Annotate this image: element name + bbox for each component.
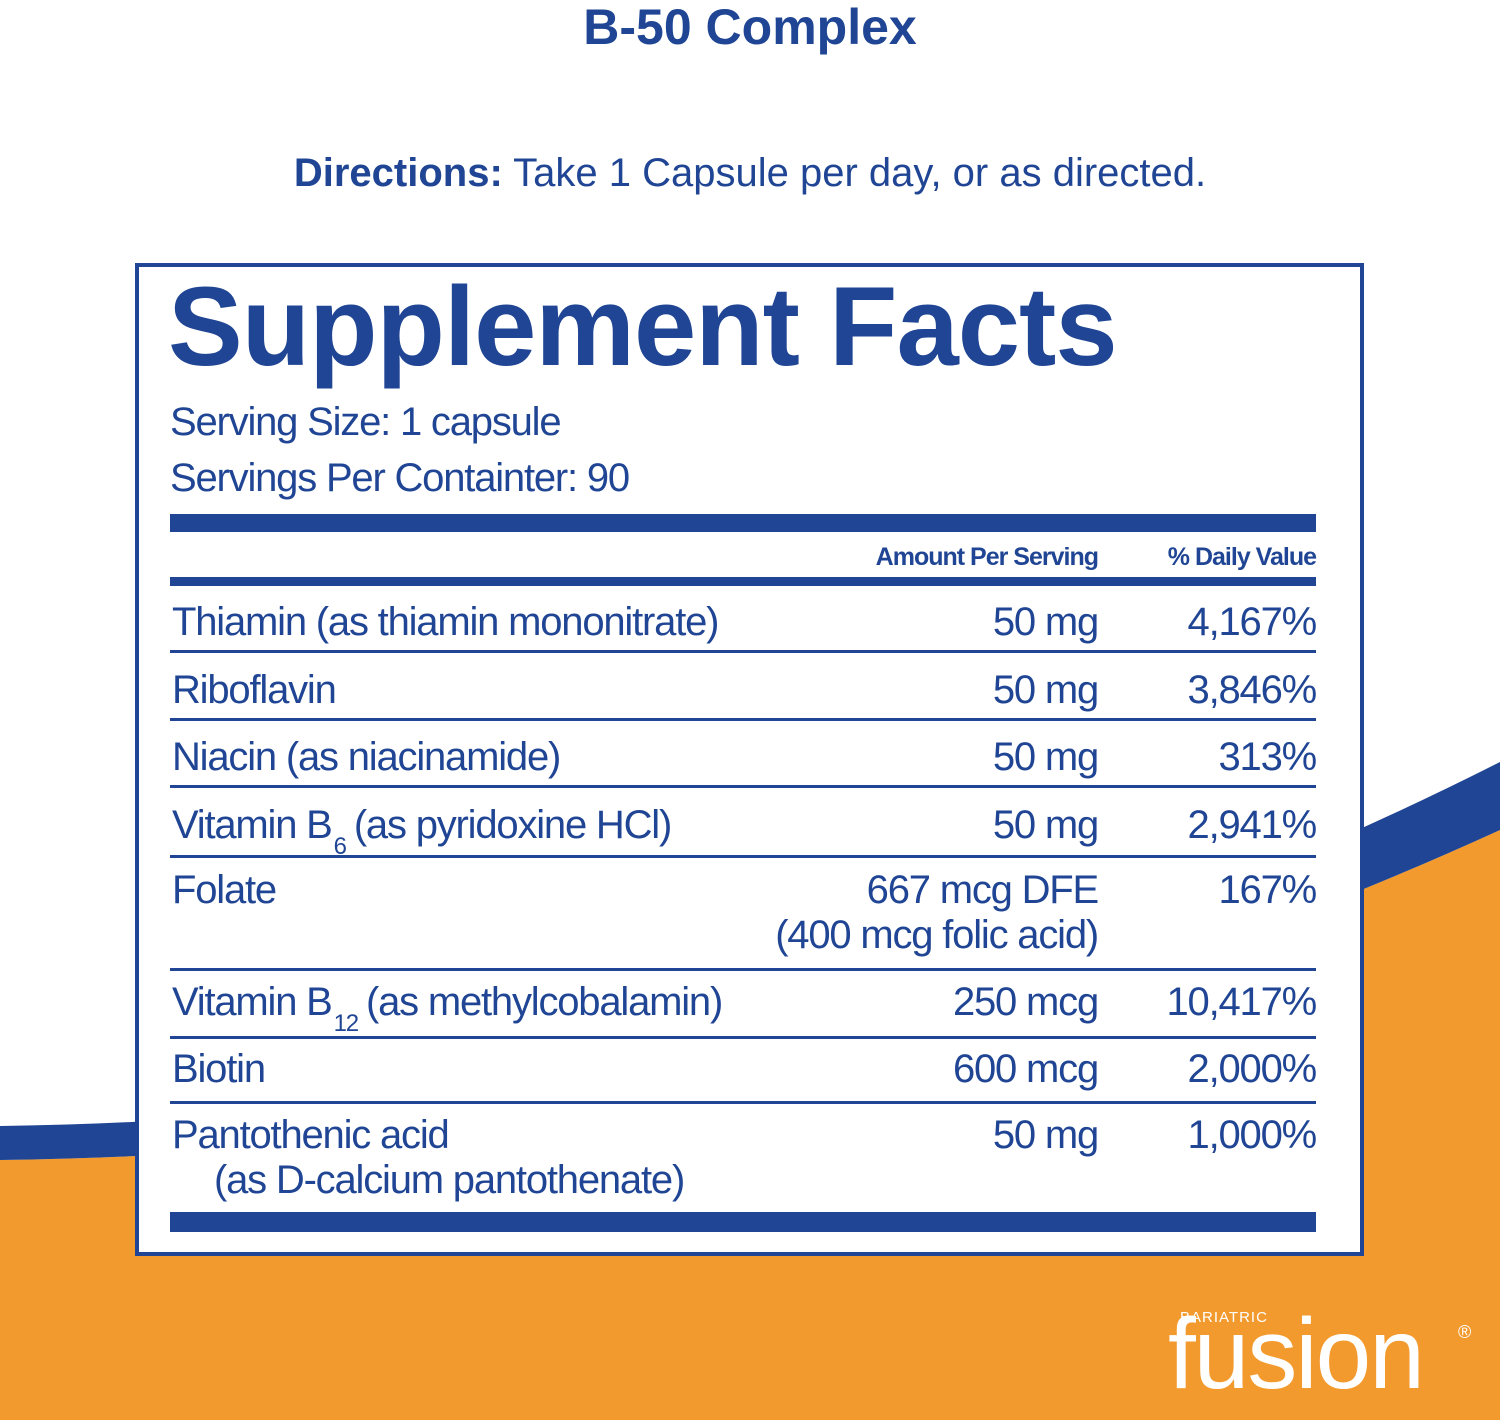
amount-note: (400 mcg folic acid): [775, 913, 1098, 957]
amount: 250 mcg: [953, 980, 1098, 1024]
amount: 50 mg: [993, 1113, 1098, 1157]
header-rule: [170, 577, 1316, 586]
logo-mark: ®: [1458, 1322, 1471, 1342]
directions-label: Directions:: [294, 151, 503, 195]
row-rule: [170, 1101, 1316, 1104]
nutrient-name: Thiamin (as thiamin mononitrate): [172, 600, 718, 644]
nutrient-note: (as D-calcium pantothenate): [214, 1158, 684, 1202]
row-rule: [170, 718, 1316, 721]
row-rule: [170, 785, 1316, 788]
nutrient-name: Folate: [172, 868, 276, 912]
thick-rule: [170, 1212, 1316, 1232]
daily-value: 313%: [1218, 735, 1316, 779]
amount: 50 mg: [993, 600, 1098, 644]
daily-value: 1,000%: [1188, 1113, 1317, 1157]
row-rule: [170, 968, 1316, 971]
daily-value: 2,941%: [1188, 803, 1317, 847]
logo-small: BARIATRIC: [1180, 1309, 1268, 1326]
nutrient-name-part: Vitamin B: [172, 803, 332, 847]
directions: Directions: Take 1 Capsule per day, or a…: [294, 151, 1206, 195]
subscript: 12: [334, 1010, 359, 1037]
amount: 50 mg: [993, 668, 1098, 712]
nutrient-name-part: Vitamin B: [172, 980, 332, 1024]
facts-box: [135, 263, 1364, 1256]
amount: 667 mcg DFE: [867, 868, 1098, 912]
logo-name: fusion: [1168, 1298, 1423, 1410]
column-header: % Daily Value: [1168, 543, 1317, 571]
row-rule: [170, 1036, 1316, 1039]
nutrient-name: Vitamin B12 (as methylcobalamin): [172, 980, 722, 1037]
amount: 50 mg: [993, 803, 1098, 847]
amount: 50 mg: [993, 735, 1098, 779]
daily-value: 167%: [1218, 868, 1316, 912]
nutrient-name: Pantothenic acid: [172, 1113, 449, 1157]
daily-value: 2,000%: [1188, 1047, 1317, 1091]
title: B-50 Complex: [583, 0, 917, 55]
row-rule: [170, 855, 1316, 858]
serving-size: Serving Size: 1 capsule: [170, 400, 560, 444]
nutrient-name-part: (as methylcobalamin): [366, 980, 722, 1024]
nutrient-name: Riboflavin: [172, 668, 336, 712]
daily-value: 4,167%: [1188, 600, 1317, 644]
facts-title: Supplement Facts: [168, 264, 1117, 389]
nutrient-name-part: (as pyridoxine HCl): [354, 803, 671, 847]
column-header: Amount Per Serving: [876, 543, 1098, 571]
servings-per-container: Servings Per Containter: 90: [170, 456, 629, 500]
nutrient-name: Vitamin B6 (as pyridoxine HCl): [172, 803, 671, 860]
nutrient-name: Niacin (as niacinamide): [172, 735, 560, 779]
row-rule: [170, 650, 1316, 653]
daily-value: 10,417%: [1166, 980, 1316, 1024]
directions-text: Take 1 Capsule per day, or as directed.: [513, 151, 1206, 195]
daily-value: 3,846%: [1188, 668, 1317, 712]
subscript: 6: [334, 833, 347, 860]
amount: 600 mcg: [953, 1047, 1098, 1091]
nutrient-name: Biotin: [172, 1047, 265, 1091]
thick-rule: [170, 514, 1316, 532]
